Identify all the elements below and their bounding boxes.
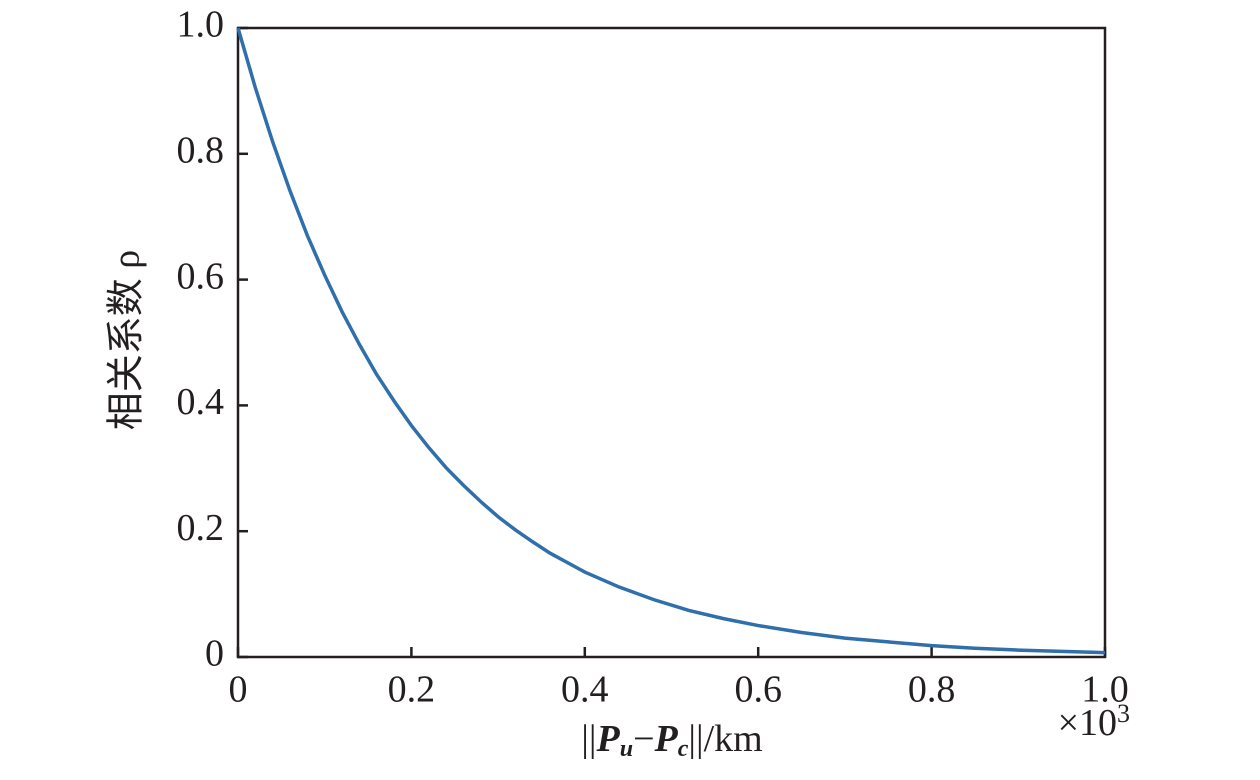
x-label-part: P [654, 718, 679, 760]
y-axis-label: 相关系数 ρ [106, 250, 148, 430]
x-tick-label: 0.6 [734, 669, 782, 711]
x-label-part: − [633, 718, 654, 760]
x-multiplier: ×103 [1058, 699, 1130, 744]
multiplier-exponent: 3 [1117, 699, 1130, 728]
x-label-part: u [620, 736, 633, 762]
multiplier-base: ×10 [1058, 702, 1117, 744]
data-line [236, 27, 1106, 655]
plot-frame [236, 26, 1107, 659]
x-label-part: || [581, 718, 596, 760]
x-label-part: ||/km [688, 718, 762, 760]
x-label-part: c [678, 736, 689, 762]
x-label-part: P [595, 718, 620, 760]
y-tick-label: 1.0 [177, 4, 225, 46]
y-tick-label: 0.4 [177, 381, 225, 423]
x-tick-label: 0.2 [388, 669, 436, 711]
x-axis-label: ||Pu−Pc||/km [581, 718, 762, 762]
y-tick-label: 0 [205, 633, 224, 675]
x-tick-label: 0.4 [561, 669, 609, 711]
x-tick-label: 0 [229, 669, 248, 711]
x-tick-label: 1.0 [1081, 669, 1129, 711]
y-tick-label: 0.6 [177, 255, 225, 297]
y-tick-label: 0.2 [177, 507, 225, 549]
x-tick-label: 0.8 [908, 669, 956, 711]
y-tick-label: 0.8 [177, 130, 225, 172]
